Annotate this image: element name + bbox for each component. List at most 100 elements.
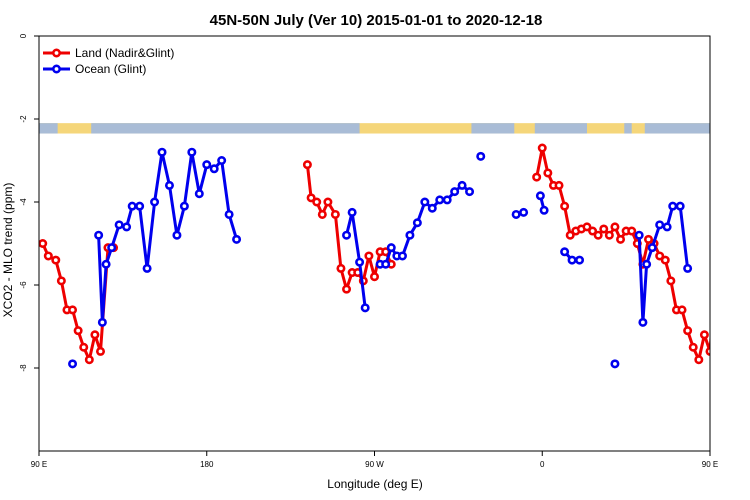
data-point xyxy=(150,197,160,207)
data-point xyxy=(442,195,452,205)
data-point xyxy=(662,222,672,232)
data-point xyxy=(194,189,204,199)
data-point xyxy=(355,257,365,267)
band-ocean xyxy=(534,123,587,134)
data-point xyxy=(575,255,585,265)
data-point xyxy=(683,326,693,336)
data-point xyxy=(386,243,396,253)
data-point xyxy=(599,224,609,234)
data-point xyxy=(634,230,644,240)
data-point xyxy=(68,359,78,369)
x-tick-label: 0 xyxy=(540,460,545,469)
data-point xyxy=(420,197,430,207)
data-point xyxy=(435,195,445,205)
data-point xyxy=(369,272,379,282)
y-tick-label: -6 xyxy=(19,281,28,289)
data-point xyxy=(122,222,132,232)
data-point xyxy=(101,259,111,269)
data-point xyxy=(699,330,709,340)
band-ocean xyxy=(471,123,515,134)
data-point xyxy=(450,187,460,197)
data-point xyxy=(405,230,415,240)
data-point xyxy=(554,180,564,190)
legend-label: Land (Nadir&Glint) xyxy=(75,46,174,60)
data-point xyxy=(187,147,197,157)
series-line xyxy=(345,210,367,308)
data-point xyxy=(336,263,346,273)
data-point xyxy=(135,201,145,211)
series-layer xyxy=(39,143,720,369)
band-ocean xyxy=(624,123,632,134)
data-point xyxy=(688,342,698,352)
data-point xyxy=(465,187,475,197)
data-point xyxy=(306,193,316,203)
data-point xyxy=(694,355,704,365)
data-point xyxy=(647,243,657,253)
series-line xyxy=(380,183,471,266)
data-point xyxy=(164,180,174,190)
y-tick-label: -4 xyxy=(19,198,28,206)
data-point xyxy=(107,243,117,253)
data-point xyxy=(666,276,676,286)
data-point xyxy=(560,201,570,211)
data-point xyxy=(660,255,670,265)
data-point xyxy=(56,276,66,286)
data-point xyxy=(51,255,61,265)
data-point xyxy=(364,251,374,261)
band-land xyxy=(39,123,710,134)
data-point xyxy=(330,209,340,219)
data-point xyxy=(90,330,100,340)
x-axis-label: Longitude (deg E) xyxy=(327,477,422,491)
data-point xyxy=(683,263,693,273)
data-point xyxy=(68,305,78,315)
data-point xyxy=(342,230,352,240)
data-point xyxy=(535,191,545,201)
data-point xyxy=(317,209,327,219)
axis-ticks: 0 -2 -4 -6 -8 90 E 180 90 W 0 90 E xyxy=(19,33,718,469)
data-point xyxy=(532,172,542,182)
y-tick-label: 0 xyxy=(19,33,28,38)
data-point xyxy=(560,247,570,257)
data-point xyxy=(97,317,107,327)
band-ocean xyxy=(644,123,710,134)
data-point xyxy=(476,151,486,161)
band-ocean xyxy=(91,123,360,134)
data-point xyxy=(232,234,242,244)
data-point xyxy=(714,244,720,250)
data-point xyxy=(519,207,529,217)
legend-marker xyxy=(51,64,61,74)
data-point xyxy=(79,342,89,352)
data-point xyxy=(539,205,549,215)
data-point xyxy=(157,147,167,157)
data-point xyxy=(94,230,104,240)
data-point xyxy=(668,201,678,211)
x-tick-label: 90 E xyxy=(31,460,47,469)
data-point xyxy=(202,160,212,170)
data-point xyxy=(73,326,83,336)
data-point xyxy=(537,143,547,153)
x-tick-label: 90 W xyxy=(365,460,384,469)
data-point xyxy=(179,201,189,211)
data-point xyxy=(172,230,182,240)
legend: Land (Nadir&Glint) Ocean (Glint) xyxy=(43,46,174,76)
land-ocean-band xyxy=(39,123,710,134)
data-point xyxy=(511,209,521,219)
data-point xyxy=(610,359,620,369)
data-point xyxy=(627,226,637,236)
data-point xyxy=(582,222,592,232)
legend-marker xyxy=(51,48,61,58)
data-point xyxy=(543,168,553,178)
data-point xyxy=(323,197,333,207)
data-point xyxy=(565,230,575,240)
data-point xyxy=(342,284,352,294)
series-land xyxy=(39,143,720,365)
data-point xyxy=(610,222,620,232)
data-point xyxy=(302,160,312,170)
data-point xyxy=(217,156,227,166)
data-point xyxy=(114,220,124,230)
y-tick-label: -2 xyxy=(19,115,28,123)
data-point xyxy=(96,346,106,356)
data-point xyxy=(457,180,467,190)
data-point xyxy=(638,317,648,327)
